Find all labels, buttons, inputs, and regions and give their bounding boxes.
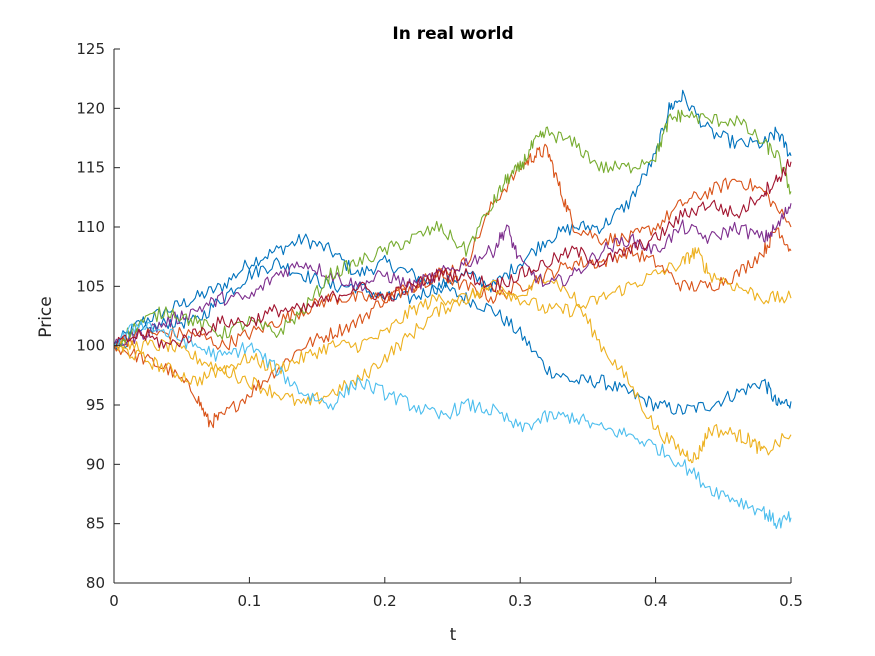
y-axis-label: Price	[36, 296, 56, 337]
series-line-10	[113, 159, 792, 349]
series-line-4	[113, 227, 792, 352]
series-line-8	[113, 109, 792, 347]
x-axis-label: t	[450, 625, 457, 645]
y-tick-label: 125	[76, 40, 105, 58]
y-tick-label: 90	[86, 455, 105, 473]
y-tick-label: 110	[76, 218, 105, 236]
y-tick-label: 100	[76, 337, 105, 355]
series-line-1	[113, 233, 792, 415]
x-tick-label: 0.5	[779, 592, 803, 610]
series-line-3	[113, 143, 792, 429]
axes-layer: 0 0.1 0.2 0.3 0.4 0.5 80 85 90 95 100 105 110 115 120 1…	[76, 40, 803, 610]
x-tick-label: 0.3	[508, 592, 532, 610]
y-tick-label: 80	[86, 574, 105, 592]
series-line-9	[113, 320, 792, 530]
x-tick-label: 0.1	[237, 592, 261, 610]
x-tick-label: 0.4	[644, 592, 668, 610]
x-tick-label: 0	[109, 592, 119, 610]
x-tick-label: 0.2	[373, 592, 397, 610]
series-line-6	[113, 247, 792, 406]
chart-title: In real world	[392, 24, 513, 44]
series-line-2	[113, 89, 792, 351]
y-tick-label: 115	[76, 159, 105, 177]
y-tick-label: 105	[76, 277, 105, 295]
y-tick-label: 120	[76, 99, 105, 117]
y-tick-label: 85	[86, 515, 105, 533]
series-line-5	[113, 276, 792, 464]
series-line-7	[113, 203, 792, 347]
y-tick-label: 95	[86, 396, 105, 414]
series-layer	[113, 89, 792, 530]
